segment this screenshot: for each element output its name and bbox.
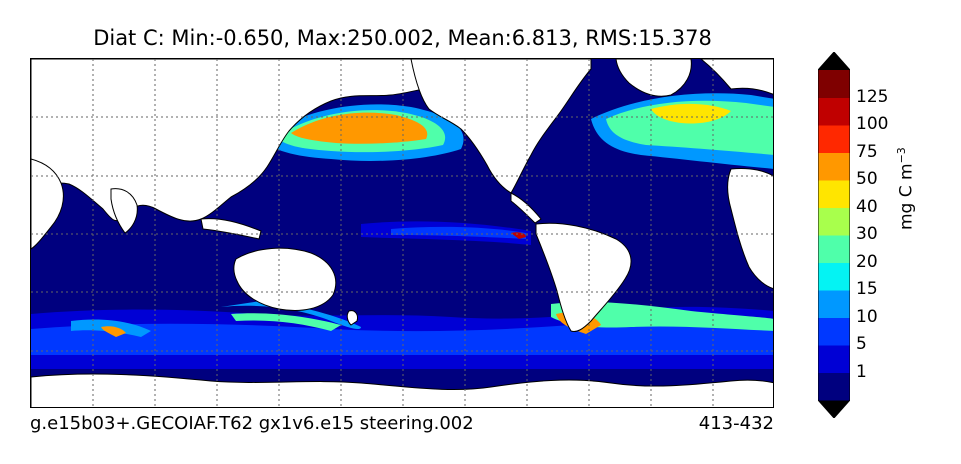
colorbar-swatch bbox=[818, 97, 850, 126]
equatorial-pacific-core bbox=[391, 226, 526, 239]
central-america-land bbox=[510, 192, 542, 224]
colorbar-swatch bbox=[818, 235, 850, 263]
colorbar-swatch bbox=[818, 262, 850, 291]
colorbar-swatch bbox=[818, 152, 850, 181]
units-base: mg C m bbox=[896, 163, 917, 230]
colorbar-swatch bbox=[818, 317, 850, 346]
colorbar bbox=[818, 52, 850, 418]
colorbar-extend-min bbox=[818, 400, 850, 418]
graticule bbox=[31, 59, 773, 407]
south-atlantic-bloom bbox=[551, 302, 773, 331]
colorbar-swatch bbox=[818, 345, 850, 373]
map-svg bbox=[31, 59, 773, 407]
units-exponent: −3 bbox=[895, 147, 908, 164]
colorbar-tick-label: 50 bbox=[856, 169, 878, 189]
colorbar-units: mg C m−3 bbox=[895, 147, 917, 230]
southern-bloom-green bbox=[231, 313, 341, 331]
north-atlantic-bloom-yellow bbox=[651, 103, 731, 124]
colorbar-swatch bbox=[818, 372, 850, 401]
colorbar-tick-label: 125 bbox=[856, 86, 889, 107]
colorbar-tick-label: 1 bbox=[856, 361, 867, 382]
colorbar-swatch bbox=[818, 180, 850, 208]
north-america-land bbox=[410, 59, 592, 194]
india-land bbox=[110, 188, 138, 234]
colorbar-tick-label: 100 bbox=[856, 114, 889, 134]
colorbar-tick-label: 40 bbox=[856, 196, 878, 217]
colorbar-tick-label: 15 bbox=[856, 279, 878, 299]
australia-land bbox=[233, 247, 337, 311]
colorbar-extend-max bbox=[818, 52, 850, 70]
south-america-land bbox=[535, 222, 632, 332]
antarctica-land bbox=[31, 373, 773, 407]
colorbar-swatch bbox=[818, 290, 850, 318]
colorbar-swatch bbox=[818, 125, 850, 153]
colorbar-tick-label: 20 bbox=[856, 251, 878, 272]
africa-land bbox=[727, 168, 773, 289]
europe-right-land bbox=[700, 59, 773, 95]
ocean-map bbox=[30, 58, 774, 408]
years-label: 413-432 bbox=[698, 413, 774, 434]
east-africa-land bbox=[31, 158, 64, 250]
colorbar-tick-label: 5 bbox=[856, 334, 867, 354]
colorbar-swatch bbox=[818, 70, 850, 98]
greenland-land bbox=[615, 59, 692, 97]
case-label: g.e15b03+.GECOIAF.T62 gx1v6.e15 steering… bbox=[30, 413, 474, 434]
colorbar-swatch bbox=[818, 207, 850, 236]
north-pacific-bloom-orange bbox=[291, 112, 428, 144]
kerguelen-hotspot bbox=[101, 326, 126, 337]
map-title: Diat C: Min:-0.650, Max:250.002, Mean:6.… bbox=[93, 26, 712, 50]
colorbar-tick-label: 75 bbox=[856, 141, 878, 162]
new-zealand-land bbox=[346, 310, 358, 326]
north-atlantic-bloom-green bbox=[606, 100, 773, 155]
colorbar-tick-label: 30 bbox=[856, 224, 878, 244]
colorbar-tick-label: 10 bbox=[856, 306, 878, 327]
